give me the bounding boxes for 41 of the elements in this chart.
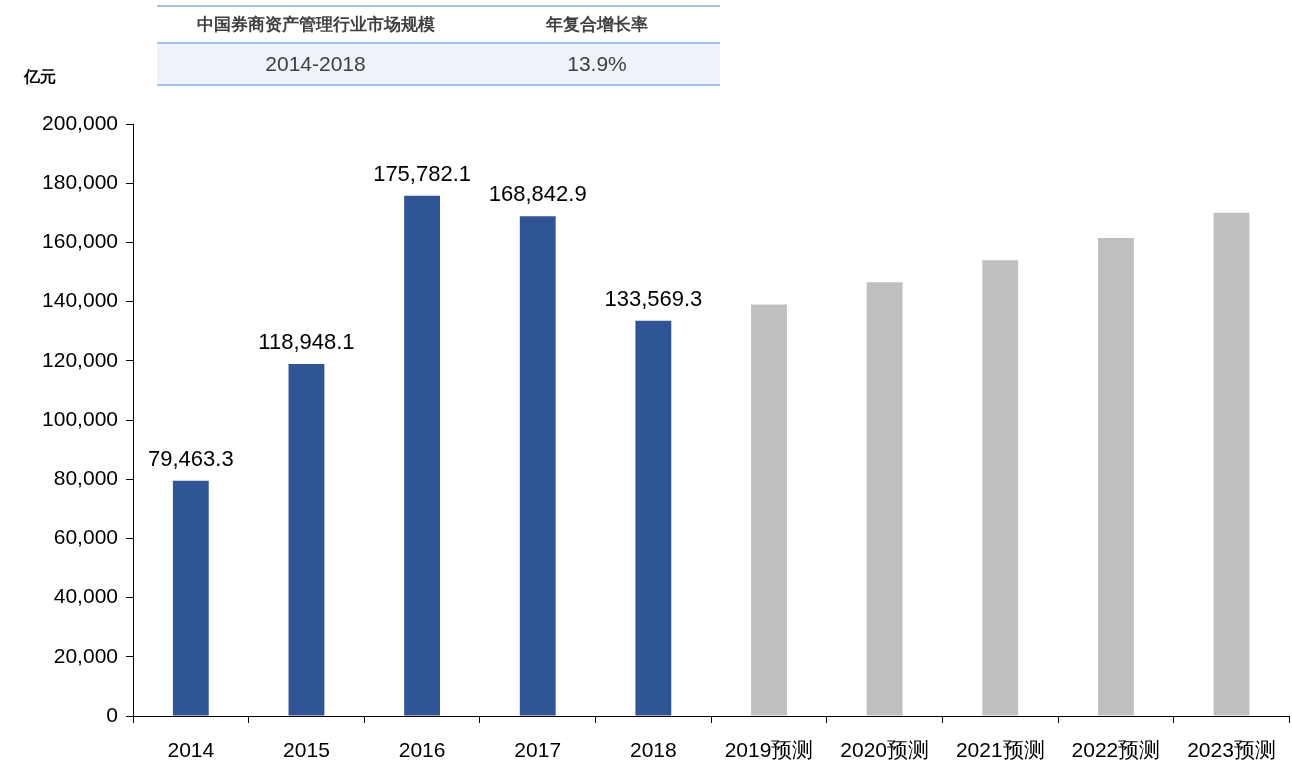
x-tick-label: 2016 — [398, 738, 446, 762]
text: 13.9% — [474, 43, 720, 85]
y-tick-label: 0 — [106, 702, 118, 726]
bar — [751, 304, 787, 716]
x-tick-label: 2017 — [514, 738, 562, 762]
x-tick-label: 2023预测 — [1187, 738, 1276, 762]
y-tick-label: 140,000 — [42, 288, 118, 312]
bar — [519, 216, 556, 716]
y-tick-label: 200,000 — [42, 110, 118, 134]
x-tick-label: 2018 — [630, 738, 677, 762]
y-tick-label: 40,000 — [53, 584, 118, 608]
bar — [404, 195, 441, 716]
data-label: 118,948.1 — [258, 328, 355, 354]
data-label: 79,463.3 — [148, 445, 234, 471]
x-tick-label: 2015 — [283, 738, 330, 762]
x-tick-label: 2014 — [167, 738, 215, 762]
y-tick-label: 160,000 — [42, 229, 118, 253]
bar — [172, 480, 209, 716]
text: 中国券商资产管理行业市场规模 — [157, 6, 474, 43]
y-tick-label: 60,000 — [53, 525, 118, 549]
y-tick-label: 20,000 — [53, 643, 118, 667]
x-tick-label: 2019预测 — [724, 738, 814, 762]
bar — [866, 282, 903, 716]
bar — [1097, 237, 1134, 716]
y-tick-label: 120,000 — [42, 347, 118, 371]
x-tick-label: 2020预测 — [840, 738, 929, 762]
bar — [982, 260, 1019, 716]
text: 年复合增长率 — [474, 6, 720, 43]
x-tick-label: 2022预测 — [1071, 738, 1161, 762]
bar — [635, 320, 672, 716]
data-label: 168,842.9 — [488, 181, 587, 207]
bar — [1213, 212, 1250, 716]
y-axis-title: 亿元 — [23, 68, 56, 86]
y-tick-label: 80,000 — [53, 466, 118, 489]
y-tick-label: 180,000 — [42, 170, 118, 193]
data-label: 133,569.3 — [604, 285, 703, 311]
bar — [288, 363, 325, 716]
text: 2014-2018 — [157, 43, 474, 85]
y-tick-label: 100,000 — [42, 406, 118, 430]
data-label: 175,782.1 — [373, 160, 472, 186]
x-tick-label: 2021预测 — [955, 738, 1045, 762]
